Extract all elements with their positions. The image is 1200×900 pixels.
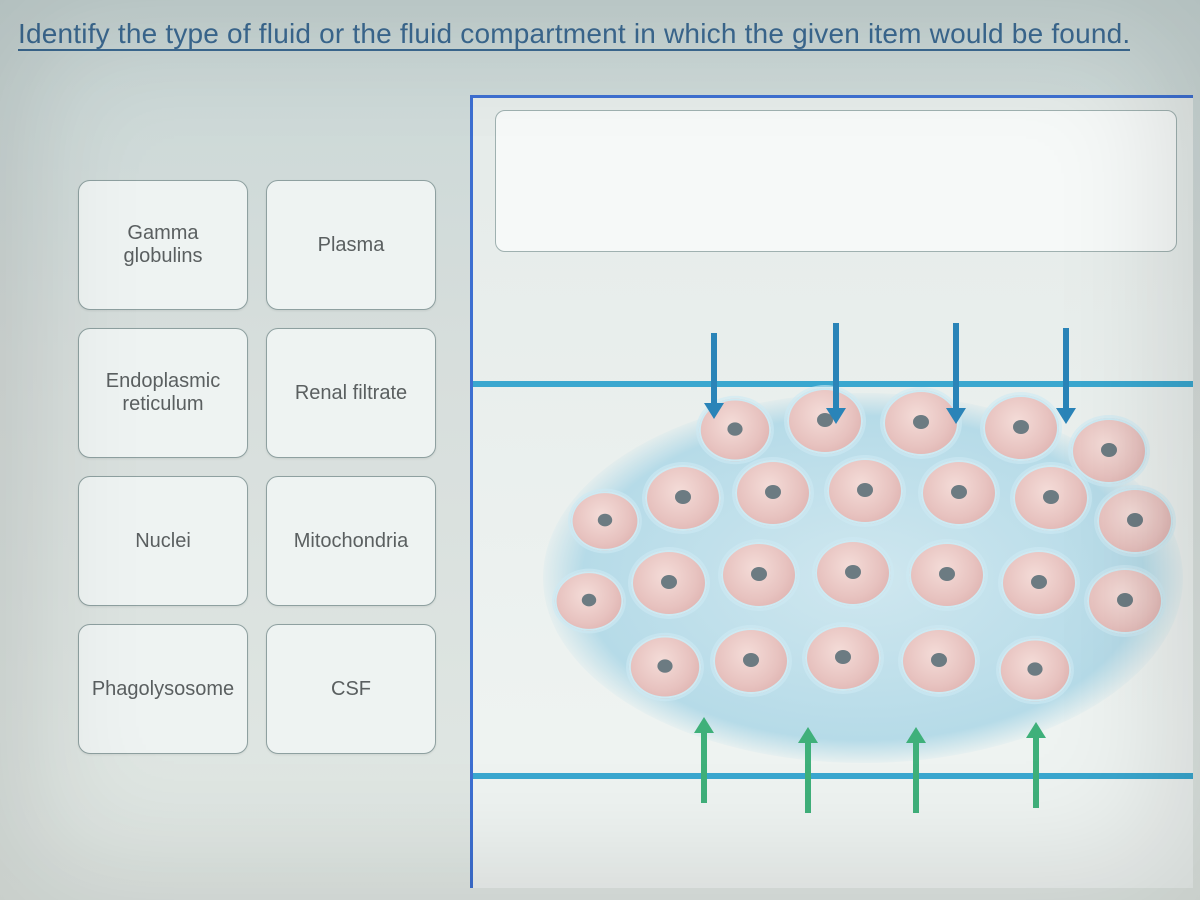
flow-arrow-down	[833, 323, 839, 408]
tissue-cell	[921, 460, 997, 526]
cell-nucleus	[1031, 575, 1047, 589]
cell-nucleus	[1027, 662, 1042, 675]
cell-nucleus	[751, 567, 767, 581]
flow-arrow-down	[711, 333, 717, 403]
tissue-cell	[1071, 418, 1147, 484]
cell-nucleus	[1043, 490, 1059, 504]
diagram-frame	[470, 95, 1193, 888]
choice-renal-filtrate[interactable]: Renal filtrate	[266, 328, 436, 458]
tissue-cell	[787, 388, 863, 454]
flow-arrow-down	[953, 323, 959, 408]
cell-nucleus	[913, 415, 929, 429]
tissue-cell	[571, 492, 639, 551]
flow-arrow-up	[805, 743, 811, 813]
cell-nucleus	[675, 490, 691, 504]
tissue-cell	[631, 550, 707, 616]
cell-nucleus	[1101, 443, 1117, 457]
choice-nuclei[interactable]: Nuclei	[78, 476, 248, 606]
tissue-cell	[999, 638, 1071, 701]
tissue-cell	[1097, 488, 1173, 554]
flow-arrow-down	[1063, 328, 1069, 408]
choice-phagolysosome[interactable]: Phagolysosome	[78, 624, 248, 754]
answer-drop-slot[interactable]	[495, 110, 1177, 252]
choice-endoplasmic-reticulum[interactable]: Endoplasmic reticulum	[78, 328, 248, 458]
cell-nucleus	[727, 422, 742, 435]
cell-nucleus	[1013, 420, 1029, 434]
cell-nucleus	[857, 483, 873, 497]
tissue-cell	[645, 465, 721, 531]
tissue-cell	[827, 458, 903, 524]
tissue-cell	[901, 628, 977, 694]
tissue-cell	[815, 540, 891, 606]
cell-nucleus	[939, 567, 955, 581]
cell-nucleus	[657, 659, 672, 672]
choice-plasma[interactable]: Plasma	[266, 180, 436, 310]
tissue-cell	[1087, 568, 1163, 634]
tissue-cell	[805, 625, 881, 691]
choice-gamma-globulins[interactable]: Gamma globulins	[78, 180, 248, 310]
tissue-cell	[1013, 465, 1089, 531]
tissue-cell	[735, 460, 811, 526]
tissue-cell	[909, 542, 985, 608]
cell-nucleus	[743, 653, 759, 667]
cell-nucleus	[951, 485, 967, 499]
tissue-cell	[713, 628, 789, 694]
cell-nucleus	[835, 650, 851, 664]
flow-arrow-up	[913, 743, 919, 813]
tissue-cell	[555, 572, 623, 631]
cell-nucleus	[661, 575, 677, 589]
capillary-bottom-line	[473, 773, 1193, 779]
tissue-cell	[983, 395, 1059, 461]
choice-csf[interactable]: CSF	[266, 624, 436, 754]
cell-nucleus	[1127, 513, 1143, 527]
cell-nucleus	[1117, 593, 1133, 607]
tissue-cell	[1001, 550, 1077, 616]
choices-grid: Gamma globulinsPlasmaEndoplasmic reticul…	[78, 180, 436, 754]
tissue-cell	[629, 635, 701, 698]
flow-arrow-up	[1033, 738, 1039, 808]
choice-mitochondria[interactable]: Mitochondria	[266, 476, 436, 606]
cell-nucleus	[931, 653, 947, 667]
cell-nucleus	[765, 485, 781, 499]
cell-nucleus	[845, 565, 861, 579]
question-text: Identify the type of fluid or the fluid …	[18, 18, 1182, 50]
flow-arrow-up	[701, 733, 707, 803]
tissue-diagram	[473, 263, 1193, 883]
cell-nucleus	[598, 514, 612, 527]
tissue-cell	[721, 542, 797, 608]
cell-nucleus	[582, 594, 596, 607]
